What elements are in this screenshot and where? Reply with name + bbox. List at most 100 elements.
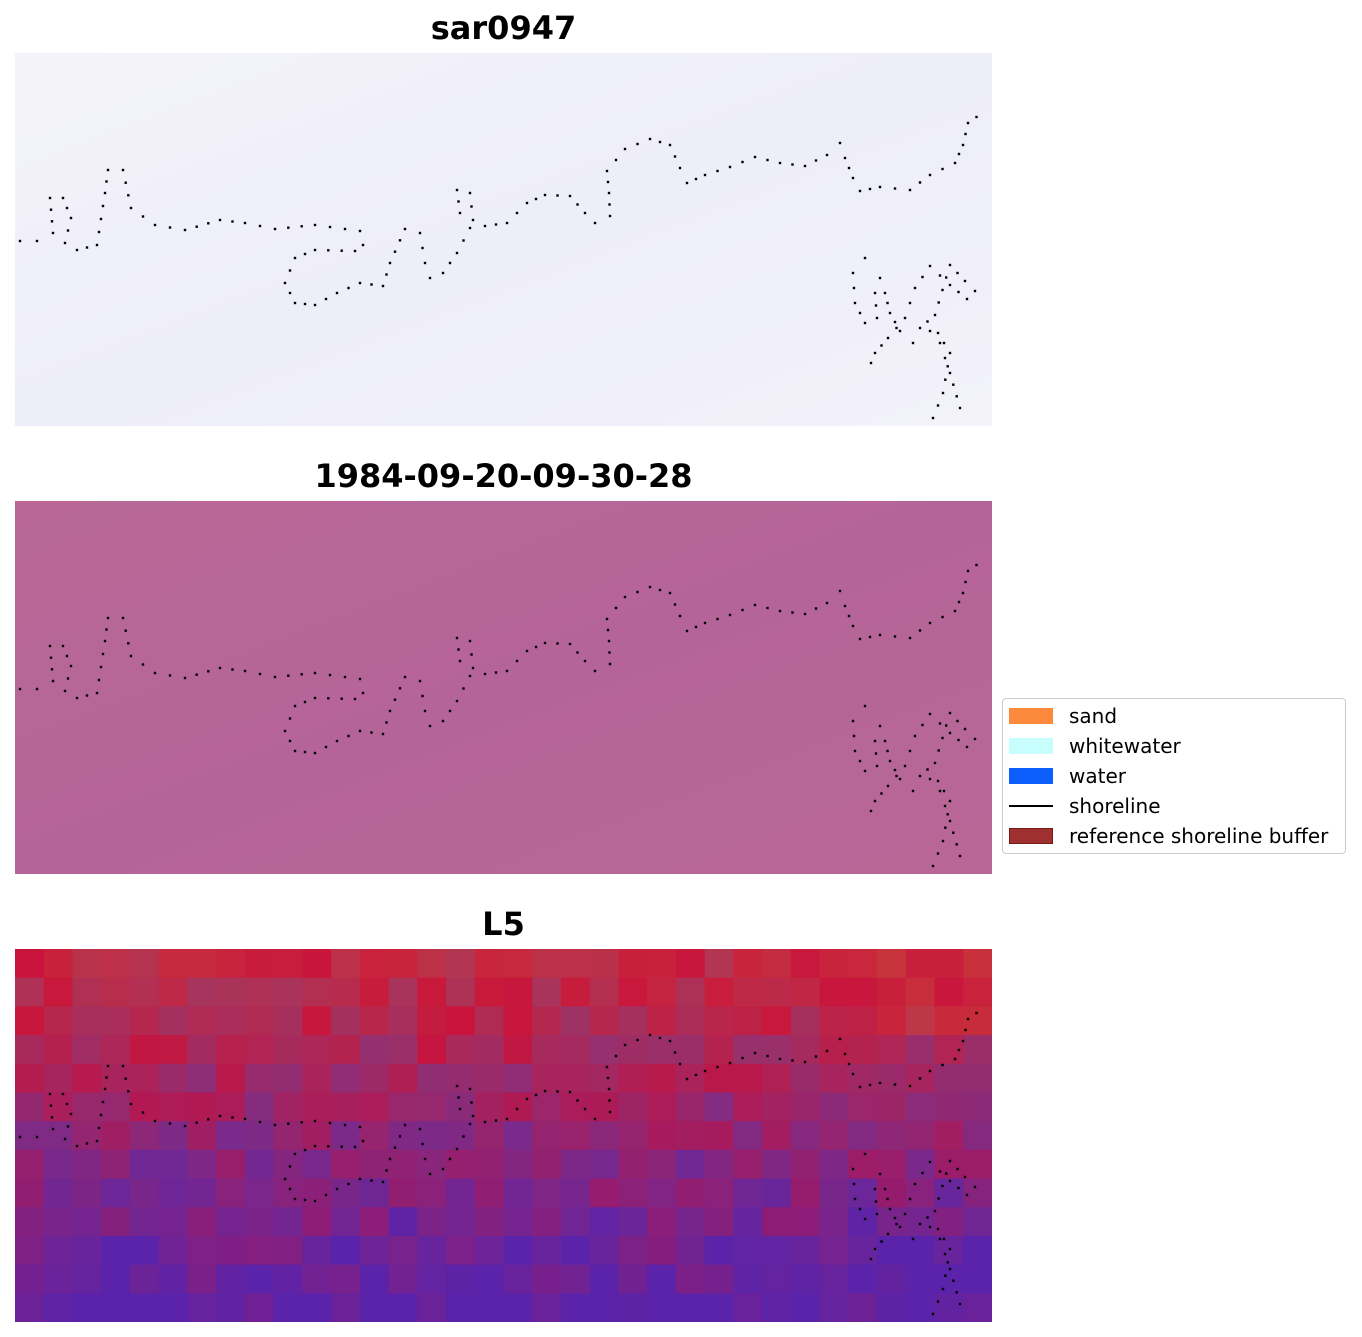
l5-pixel [417, 1235, 447, 1266]
shoreline-point [928, 173, 932, 177]
l5-pixel [446, 949, 476, 979]
shoreline-point [288, 269, 292, 272]
shoreline-point [623, 595, 627, 599]
l5-pixel [675, 1235, 706, 1266]
shoreline-point [941, 1184, 944, 1188]
shoreline-point [385, 1169, 388, 1172]
shoreline-point [873, 291, 877, 295]
shoreline-point [515, 1107, 519, 1111]
shoreline-point [878, 724, 882, 728]
l5-pixel [216, 1121, 246, 1151]
shoreline-point [903, 316, 907, 320]
shoreline-point [324, 297, 328, 301]
shoreline-point [99, 1113, 103, 1117]
l5-image [15, 949, 992, 1322]
shoreline-point [49, 208, 53, 211]
l5-pixel [877, 1207, 907, 1237]
l5-pixel [15, 1207, 45, 1237]
l5-pixel [963, 1207, 992, 1237]
shoreline-point [814, 607, 818, 610]
shoreline-point [874, 304, 878, 307]
shoreline-point [385, 273, 388, 276]
l5-pixel [158, 1006, 189, 1036]
l5-pixel [589, 1121, 620, 1151]
shoreline-point [753, 155, 757, 159]
l5-pixel [474, 1092, 505, 1122]
legend-label-reference-buffer: reference shoreline buffer [1069, 824, 1329, 848]
l5-pixel [733, 977, 763, 1007]
l5-pixel [302, 1207, 332, 1237]
shoreline-point [852, 286, 856, 290]
shoreline-point [903, 764, 907, 768]
l5-pixel [503, 977, 533, 1007]
l5-pixel [704, 977, 734, 1007]
shoreline-point [753, 603, 757, 607]
l5-pixel [101, 1207, 131, 1237]
shoreline-point [898, 777, 902, 781]
shoreline-point [941, 1287, 945, 1291]
shoreline-point [944, 826, 947, 829]
shoreline-point [941, 615, 944, 619]
l5-pixel [503, 1149, 533, 1180]
shoreline-point [48, 196, 52, 200]
shoreline-point [893, 635, 897, 638]
shoreline-point [694, 177, 698, 181]
l5-pixel [187, 1149, 217, 1180]
l5-pixel [359, 1035, 390, 1065]
l5-pixel [302, 1006, 332, 1036]
shoreline-point [668, 1039, 672, 1043]
l5-pixel [331, 1092, 361, 1122]
l5-pixel [560, 1235, 591, 1266]
shoreline-point [847, 1062, 851, 1066]
shoreline-point [105, 1076, 108, 1079]
l5-pixel [359, 1006, 390, 1036]
l5-pixel [302, 1063, 332, 1094]
shoreline-point [381, 732, 385, 736]
shoreline-point [948, 371, 952, 375]
shoreline-point [869, 809, 873, 813]
shoreline-point [858, 1085, 862, 1089]
l5-pixel [216, 977, 246, 1007]
shoreline-point [880, 344, 883, 347]
shoreline-point [101, 1100, 105, 1104]
l5-pixel [417, 1149, 447, 1180]
shoreline-point [957, 1186, 960, 1190]
l5-pixel [848, 1235, 878, 1266]
l5-pixel [331, 1063, 361, 1094]
shoreline-point [863, 1152, 867, 1156]
shoreline-point [938, 1237, 942, 1241]
l5-pixel [331, 1006, 361, 1036]
l5-pixel [503, 1235, 533, 1266]
shoreline-point [741, 608, 744, 612]
shoreline-point [716, 169, 719, 173]
l5-pixel [819, 1121, 849, 1151]
l5-pixel [15, 1235, 45, 1266]
shoreline-point [568, 642, 572, 646]
shoreline-point [888, 1207, 892, 1211]
shoreline-point [324, 1193, 328, 1197]
l5-pixel [733, 1121, 763, 1151]
l5-pixel-grid [15, 949, 992, 1322]
l5-pixel [503, 1178, 533, 1208]
l5-pixel [848, 1293, 878, 1322]
l5-pixel [762, 1092, 792, 1122]
l5-pixel [101, 1006, 131, 1036]
shoreline-point [843, 604, 847, 608]
l5-pixel [934, 1178, 964, 1208]
shoreline-point [943, 804, 947, 808]
shoreline-point [963, 279, 967, 283]
l5-pixel [905, 1264, 936, 1294]
shoreline-point [293, 704, 297, 708]
shoreline-point [893, 320, 897, 324]
water-swatch [1009, 768, 1053, 784]
l5-pixel [762, 1035, 792, 1065]
l5-pixel [675, 1035, 706, 1065]
shoreline-point [483, 672, 487, 676]
l5-pixel [704, 949, 734, 979]
shoreline-point [343, 1123, 347, 1127]
l5-pixel [963, 1178, 992, 1208]
shoreline-point [937, 749, 940, 752]
l5-pixel [158, 1149, 189, 1180]
shoreline-point [153, 223, 157, 227]
l5-pixel [72, 1207, 102, 1237]
